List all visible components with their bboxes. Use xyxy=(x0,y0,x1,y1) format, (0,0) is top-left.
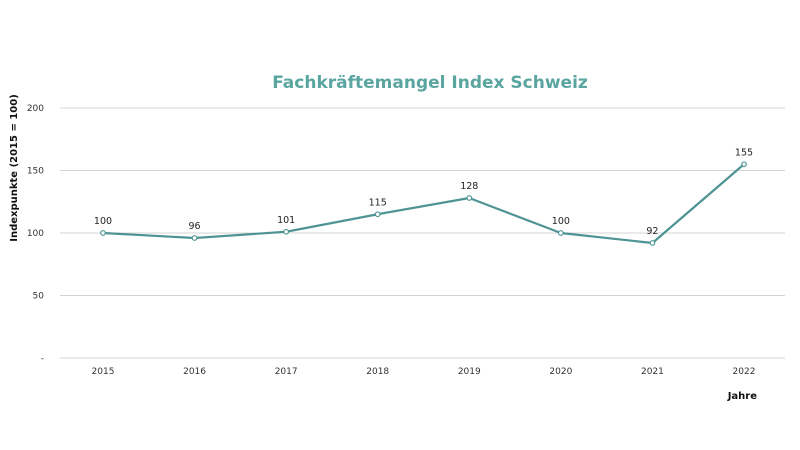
series-layer xyxy=(100,161,747,246)
x-tick-label: 2018 xyxy=(366,367,389,377)
y-tick-labels: - 50 100 150 200 xyxy=(27,104,44,364)
x-tick-label: 2015 xyxy=(92,367,115,377)
data-label: 100 xyxy=(94,216,112,227)
data-point xyxy=(100,230,106,236)
data-point xyxy=(466,195,473,201)
data-label: 115 xyxy=(369,197,387,208)
data-label: 92 xyxy=(646,226,658,237)
y-tick-label: 150 xyxy=(27,167,44,177)
grid-layer xyxy=(60,107,785,359)
x-tick-label: 2019 xyxy=(458,367,481,377)
x-tick-label: 2022 xyxy=(733,367,756,377)
x-tick-label: 2020 xyxy=(549,367,572,377)
data-label: 101 xyxy=(277,215,295,226)
y-tick-label: 100 xyxy=(27,229,44,239)
y-tick-label: - xyxy=(41,354,44,364)
y-axis-title: Indexpunkte (2015 = 100) xyxy=(9,94,20,242)
data-label: 128 xyxy=(460,181,478,192)
y-tick-label: 200 xyxy=(27,104,44,114)
data-point xyxy=(649,240,656,246)
data-labels: 100 96 101 115 128 100 92 155 xyxy=(94,147,753,237)
data-label: 155 xyxy=(735,147,753,158)
data-point xyxy=(191,235,198,241)
series-line xyxy=(102,163,745,245)
data-point xyxy=(283,228,290,235)
x-tick-label: 2017 xyxy=(275,367,298,377)
data-label: 100 xyxy=(552,216,570,227)
data-point xyxy=(557,230,564,236)
x-tick-label: 2021 xyxy=(641,367,664,377)
data-point xyxy=(374,211,381,218)
data-label: 96 xyxy=(189,221,201,232)
data-point xyxy=(741,161,747,168)
x-tick-label: 2016 xyxy=(183,367,206,377)
x-axis-title: Jahre xyxy=(727,391,758,402)
x-tick-labels: 2015 2016 2017 2018 2019 2020 2021 2022 xyxy=(92,367,756,377)
y-tick-label: 50 xyxy=(33,292,45,302)
chart-title: Fachkräftemangel Index Schweiz xyxy=(272,73,588,93)
